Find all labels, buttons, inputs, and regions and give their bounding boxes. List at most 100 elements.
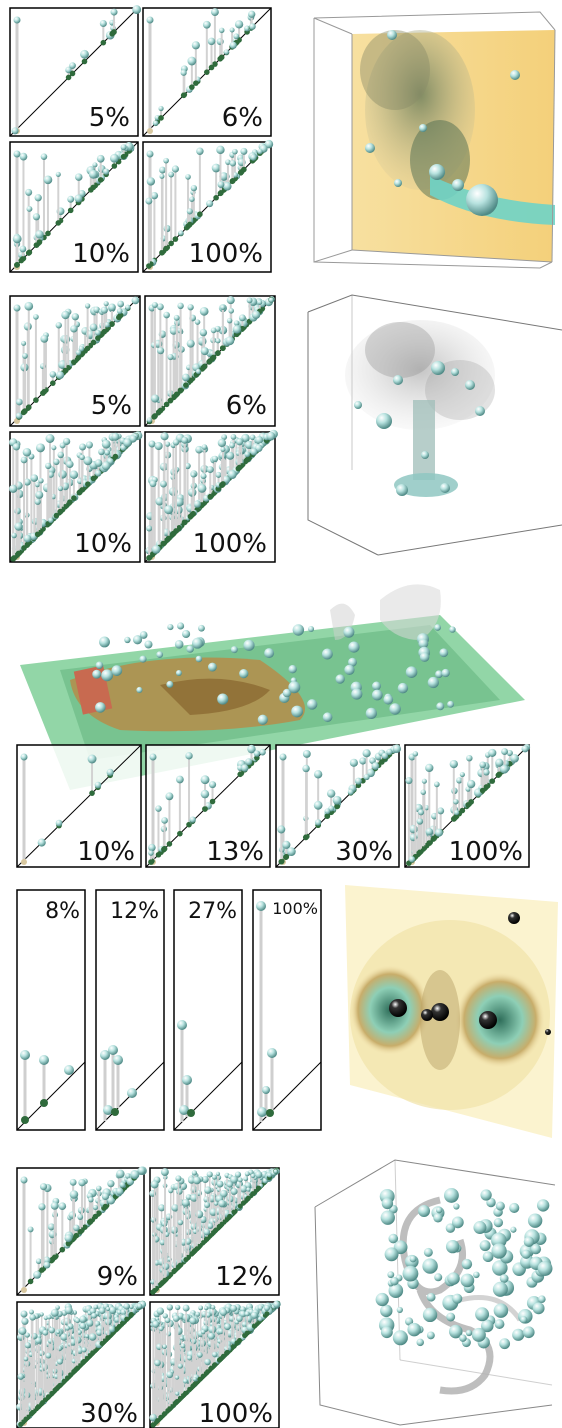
sphere xyxy=(509,1202,520,1213)
base-sphere xyxy=(417,849,423,856)
base-sphere xyxy=(90,1350,96,1356)
sphere xyxy=(218,27,225,34)
sphere xyxy=(219,1189,228,1198)
sphere xyxy=(460,1273,475,1288)
sphere xyxy=(427,676,439,689)
sphere xyxy=(187,56,197,66)
sphere xyxy=(203,1196,210,1203)
base-sphere xyxy=(88,1218,94,1224)
sphere xyxy=(175,775,184,784)
sphere xyxy=(120,444,127,451)
base-sphere xyxy=(97,177,104,183)
sphere xyxy=(74,1318,81,1324)
base-sphere xyxy=(81,58,88,65)
sphere xyxy=(164,505,174,515)
sphere xyxy=(495,758,504,767)
sphere xyxy=(86,1319,94,1327)
sphere xyxy=(139,655,147,663)
sphere xyxy=(388,1233,399,1244)
sphere xyxy=(217,181,225,188)
sphere xyxy=(136,1303,143,1309)
sphere xyxy=(144,640,153,649)
base-sphere xyxy=(81,1358,87,1364)
base-sphere xyxy=(124,1316,130,1322)
sphere xyxy=(380,1304,393,1318)
sphere xyxy=(139,631,148,639)
sphere xyxy=(423,1247,433,1257)
sphere xyxy=(22,448,32,457)
base-sphere xyxy=(90,184,97,191)
sphere xyxy=(104,449,110,456)
sphere xyxy=(492,1260,508,1276)
sphere xyxy=(243,639,255,651)
base-sphere xyxy=(105,1335,111,1341)
sphere xyxy=(201,1176,209,1184)
base-sphere xyxy=(483,784,490,790)
sphere xyxy=(125,1173,131,1179)
base-sphere xyxy=(167,397,174,404)
sphere xyxy=(158,1204,166,1212)
sphere xyxy=(129,1304,134,1309)
base-sphere xyxy=(215,350,221,356)
base-sphere xyxy=(468,799,474,805)
sphere xyxy=(537,1261,553,1276)
sphere xyxy=(362,749,371,758)
sphere xyxy=(416,1338,424,1347)
sphere xyxy=(116,1169,125,1179)
sphere xyxy=(365,707,377,720)
sphere xyxy=(471,1327,486,1342)
sphere xyxy=(481,1319,494,1333)
base-sphere xyxy=(36,239,43,245)
sphere xyxy=(486,1197,496,1208)
sphere xyxy=(146,417,153,423)
base-sphere xyxy=(65,1240,72,1247)
sphere xyxy=(225,336,235,346)
sphere xyxy=(167,623,174,631)
sphere xyxy=(32,213,41,221)
sphere xyxy=(35,230,44,239)
sphere xyxy=(158,1326,164,1332)
sphere xyxy=(106,1196,116,1205)
base-sphere xyxy=(212,61,218,67)
base-sphere xyxy=(109,321,115,327)
sphere xyxy=(177,1219,184,1226)
diagram-label: 10% xyxy=(74,529,132,559)
base-sphere xyxy=(152,1287,158,1293)
base-sphere xyxy=(218,190,224,196)
sphere xyxy=(159,166,166,174)
sphere xyxy=(35,1258,42,1265)
sphere xyxy=(57,451,64,459)
sphere xyxy=(412,751,419,757)
sphere xyxy=(409,1255,417,1263)
sphere xyxy=(84,1333,90,1339)
sphere xyxy=(149,1413,158,1422)
sphere xyxy=(65,1325,70,1331)
sphere xyxy=(35,443,45,453)
sphere xyxy=(74,173,83,181)
base-sphere xyxy=(197,1376,203,1382)
sphere xyxy=(102,168,110,175)
base-sphere xyxy=(173,391,180,398)
base-sphere xyxy=(112,453,119,460)
sphere xyxy=(177,302,184,310)
sphere xyxy=(247,744,256,754)
sphere xyxy=(35,490,44,499)
sphere xyxy=(380,1210,395,1225)
sphere xyxy=(354,777,362,785)
base-sphere xyxy=(334,803,340,810)
sphere xyxy=(53,458,60,465)
base-sphere xyxy=(152,413,158,419)
sphere xyxy=(219,172,229,181)
sphere xyxy=(69,1178,77,1186)
sphere xyxy=(174,640,184,649)
base-sphere xyxy=(26,249,33,256)
sphere xyxy=(447,700,455,708)
sphere xyxy=(322,712,333,723)
sphere xyxy=(245,758,253,766)
base-sphere xyxy=(61,1378,67,1384)
sphere xyxy=(77,1214,84,1220)
sphere xyxy=(200,347,209,356)
base-sphere xyxy=(53,512,60,519)
sphere xyxy=(189,1317,197,1325)
base-sphere xyxy=(25,404,32,411)
